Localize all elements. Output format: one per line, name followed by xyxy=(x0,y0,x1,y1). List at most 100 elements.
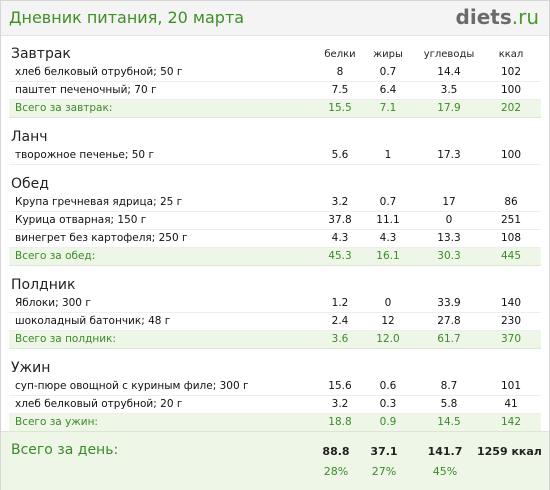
food-carbs: 5.8 xyxy=(440,398,458,410)
meal-title: Обед xyxy=(11,176,49,192)
meal-total-protein: 3.6 xyxy=(331,333,349,345)
meal-total-row: Всего за ужин: 18.8 0.9 14.5 142 xyxy=(9,414,541,432)
day-protein-pct: 28% xyxy=(323,465,349,478)
meal-section: Ужин суп-пюре овощной с куриным филе; 300… xyxy=(9,357,541,432)
food-protein: 8 xyxy=(336,66,344,78)
food-kcal: 100 xyxy=(500,149,522,161)
meal-header: Ужин xyxy=(9,357,541,378)
food-fat: 0.7 xyxy=(379,196,397,208)
food-protein: 3.2 xyxy=(331,398,349,410)
food-protein: 15.6 xyxy=(328,380,352,392)
meal-total-row: Всего за полдник: 3.6 12.0 61.7 370 xyxy=(9,331,541,349)
food-name: паштет печеночный; 70 г xyxy=(15,84,157,96)
meal-total-fat: 0.9 xyxy=(379,416,397,428)
food-kcal: 86 xyxy=(504,196,518,208)
day-carbs: 141.7 xyxy=(427,445,463,458)
food-kcal: 230 xyxy=(500,315,522,327)
meal-header: Полдник xyxy=(9,274,541,295)
meal-header: Завтрак белки жиры углеводы ккал xyxy=(9,43,541,64)
food-carbs: 17 xyxy=(442,196,456,208)
meal-total-carbs: 14.5 xyxy=(437,416,461,428)
food-row[interactable]: Крупа гречневая ядрица; 25 г 3.2 0.7 17 86 xyxy=(9,194,541,212)
logo-tld: .ru xyxy=(511,5,539,29)
food-protein: 4.3 xyxy=(331,232,349,244)
food-name: творожное печенье; 50 г xyxy=(15,149,154,161)
food-carbs: 14.4 xyxy=(437,66,461,78)
food-fat: 0.3 xyxy=(379,398,397,410)
meal-total-row: Всего за завтрак: 15.5 7.1 17.9 202 xyxy=(9,100,541,118)
food-kcal: 101 xyxy=(500,380,522,392)
food-name: Крупа гречневая ядрица; 25 г xyxy=(15,196,183,208)
meal-total-fat: 12.0 xyxy=(376,333,400,345)
meal-total-fat: 7.1 xyxy=(379,102,397,114)
food-carbs: 27.8 xyxy=(437,315,461,327)
meal-total-fat: 16.1 xyxy=(376,250,400,262)
meal-title: Ланч xyxy=(11,129,48,145)
meal-total-label: Всего за обед: xyxy=(15,250,96,262)
food-carbs: 33.9 xyxy=(437,297,461,309)
column-header: жиры xyxy=(373,49,403,60)
food-row[interactable]: Яблоки; 300 г 1.2 0 33.9 140 xyxy=(9,295,541,313)
meal-total-label: Всего за завтрак: xyxy=(15,102,113,114)
food-row[interactable]: паштет печеночный; 70 г 7.5 6.4 3.5 100 xyxy=(9,82,541,100)
food-fat: 6.4 xyxy=(379,84,397,96)
meal-header: Ланч xyxy=(9,126,541,147)
food-protein: 5.6 xyxy=(331,149,349,161)
day-fat: 37.1 xyxy=(370,445,398,458)
meal-header: Обед xyxy=(9,173,541,194)
food-protein: 3.2 xyxy=(331,196,349,208)
food-row[interactable]: хлеб белковый отрубной; 50 г 8 0.7 14.4 102 xyxy=(9,64,541,82)
meal-total-carbs: 61.7 xyxy=(437,333,461,345)
food-fat: 0 xyxy=(384,297,392,309)
food-protein: 2.4 xyxy=(331,315,349,327)
food-row[interactable]: шоколадный батончик; 48 г 2.4 12 27.8 230 xyxy=(9,313,541,331)
food-name: Яблоки; 300 г xyxy=(15,297,91,309)
day-fat-pct: 27% xyxy=(371,465,397,478)
day-total-label: Всего за день: xyxy=(11,442,119,458)
food-carbs: 3.5 xyxy=(440,84,458,96)
meal-total-kcal: 370 xyxy=(500,333,522,345)
food-fat: 11.1 xyxy=(376,214,400,226)
food-kcal: 102 xyxy=(500,66,522,78)
food-name: Курица отварная; 150 г xyxy=(15,214,147,226)
food-kcal: 251 xyxy=(500,214,522,226)
meal-total-label: Всего за полдник: xyxy=(15,333,116,345)
meal-section: Завтрак белки жиры углеводы ккал хлеб белковы… xyxy=(9,43,541,118)
food-row[interactable]: творожное печенье; 50 г 5.6 1 17.3 100 xyxy=(9,147,541,165)
column-header: белки xyxy=(324,49,356,60)
meal-total-kcal: 142 xyxy=(500,416,522,428)
column-header: углеводы xyxy=(423,49,475,60)
day-total-panel: Всего за день: 88.8 37.1 141.7 1259 ккал… xyxy=(1,431,549,490)
meal-total-protein: 45.3 xyxy=(328,250,352,262)
food-fat: 12 xyxy=(381,315,395,327)
food-row[interactable]: винегрет без картофеля; 250 г 4.3 4.3 13.3 1… xyxy=(9,230,541,248)
food-kcal: 100 xyxy=(500,84,522,96)
food-fat: 4.3 xyxy=(379,232,397,244)
meal-title: Полдник xyxy=(11,277,76,293)
food-fat: 0.7 xyxy=(379,66,397,78)
day-protein: 88.8 xyxy=(322,445,350,458)
food-row[interactable]: Курица отварная; 150 г 37.8 11.1 0 251 xyxy=(9,212,541,230)
meal-total-protein: 18.8 xyxy=(328,416,352,428)
food-kcal: 140 xyxy=(500,297,522,309)
food-name: шоколадный батончик; 48 г xyxy=(15,315,171,327)
food-protein: 7.5 xyxy=(331,84,349,96)
food-name: хлеб белковый отрубной; 20 г xyxy=(15,398,183,410)
site-logo[interactable]: diets.ru xyxy=(456,5,539,29)
meal-section: Обед Крупа гречневая ядрица; 25 г 3.2 0.7 17… xyxy=(9,173,541,266)
food-name: хлеб белковый отрубной; 50 г xyxy=(15,66,183,78)
meal-title: Ужин xyxy=(11,360,51,376)
meal-total-kcal: 445 xyxy=(500,250,522,262)
page-title: Дневник питания, 20 марта xyxy=(9,8,245,27)
day-carbs-pct: 45% xyxy=(432,465,458,478)
food-row[interactable]: хлеб белковый отрубной; 20 г 3.2 0.3 5.8 41 xyxy=(9,396,541,414)
day-kcal: 1259 ккал xyxy=(477,445,542,458)
meal-total-row: Всего за обед: 45.3 16.1 30.3 445 xyxy=(9,248,541,266)
meal-section: Полдник Яблоки; 300 г 1.2 0 33.9 140 шоколадны… xyxy=(9,274,541,349)
food-carbs: 13.3 xyxy=(437,232,461,244)
food-fat: 0.6 xyxy=(379,380,397,392)
food-kcal: 108 xyxy=(500,232,522,244)
food-row[interactable]: суп-пюре овощной с куриным филе; 300 г 15… xyxy=(9,378,541,396)
column-header: ккал xyxy=(498,49,524,60)
